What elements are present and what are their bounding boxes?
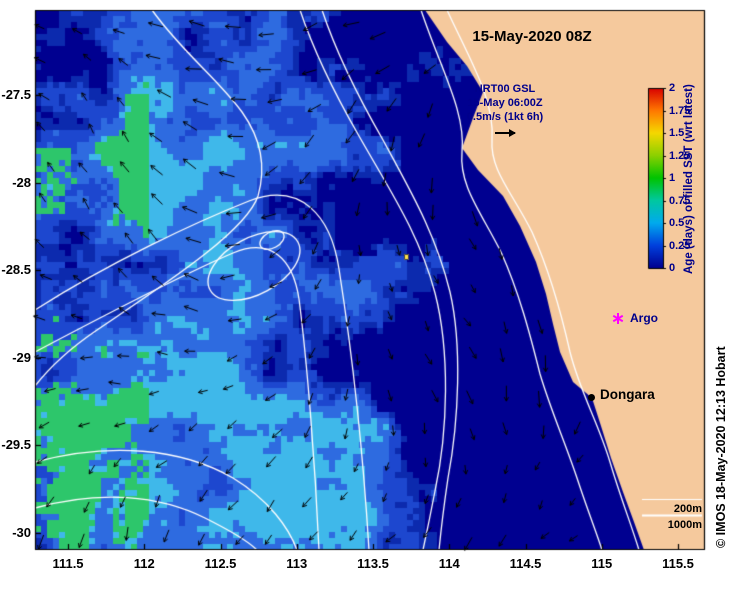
credit-text: © IMOS 18-May-2020 12:13 Hobart	[714, 346, 728, 548]
colorbar-tick-label: 2	[669, 82, 676, 94]
x-tick-label: 111.5	[52, 556, 84, 571]
annotation-block: NRT00 GSL 15-May 06:00Z 0.5m/s (1kt 6h)	[445, 82, 565, 138]
y-tick-label: -28.5	[1, 262, 31, 278]
y-tick-label: -29	[12, 349, 31, 365]
y-tick-label: -29.5	[1, 437, 31, 453]
argo-marker-icon	[612, 313, 623, 324]
x-tick-label: 114.5	[509, 556, 542, 571]
x-tick-label: 115.5	[662, 556, 694, 571]
annotation-product: NRT00 GSL	[474, 83, 536, 95]
isobath-1000m-label: 1000m	[667, 519, 702, 531]
y-tick-label: -28	[12, 174, 31, 190]
x-tick-label: 114	[438, 556, 460, 571]
x-tick-label: 112	[133, 556, 155, 571]
x-tick-label: 113.5	[357, 556, 389, 571]
colorbar-tick-label: 0.75	[669, 194, 691, 207]
annotation-valid-time: 15-May 06:00Z	[467, 97, 543, 109]
colorbar-tick-label: 1.5	[669, 127, 685, 139]
map-title: 15-May-2020 08Z	[472, 28, 592, 45]
dongara-label: Dongara	[600, 387, 655, 402]
colorbar-tick-label: 0.25	[669, 239, 691, 252]
colorbar-tick-label: 1.75	[669, 104, 691, 117]
argo-label: Argo	[630, 311, 658, 325]
dongara-marker-icon	[588, 394, 595, 401]
colorbar-tick-label: 1.25	[669, 149, 691, 162]
x-tick-label: 113	[286, 556, 308, 571]
colorbar-tick-label: 0	[669, 262, 676, 274]
isobath-legend: 200m 1000m	[640, 501, 702, 533]
y-tick-label: -27.5	[1, 87, 31, 102]
colorbar-tick-label: 1	[669, 172, 676, 184]
current-scale-arrow-icon	[495, 129, 516, 137]
x-tick-label: 112.5	[204, 556, 237, 571]
x-tick-label: 115	[591, 556, 613, 571]
y-tick-label: -30	[12, 525, 31, 540]
colorbar-tick-label: 0.5	[669, 217, 685, 229]
isobath-200m-label: 200m	[673, 503, 702, 515]
annotation-vector-scale: 0.5m/s (1kt 6h)	[466, 111, 544, 123]
